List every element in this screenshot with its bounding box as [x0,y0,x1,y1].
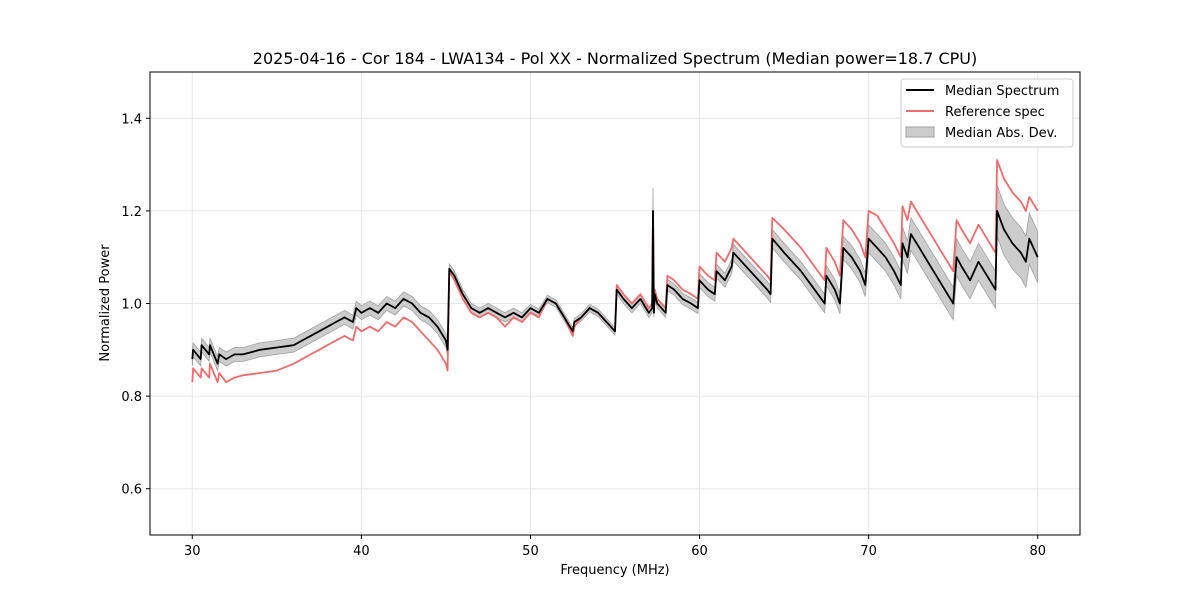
legend-mad-swatch [905,126,935,138]
x-axis-label: Frequency (MHz) [560,563,669,578]
legend-median-label: Median Spectrum [945,84,1059,99]
y-tick-label: 0.6 [121,483,142,498]
x-tick-label: 70 [860,544,877,559]
median-spectrum-line [191,209,1039,365]
legend-mad-label: Median Abs. Dev. [945,126,1057,141]
x-tick-label: 50 [522,544,539,559]
legend-box [900,78,1074,148]
plot-area [191,159,1039,384]
y-axis-label: Normalized Power [98,244,113,362]
y-tick-label: 1.0 [121,298,142,313]
y-tick-label: 1.2 [121,205,142,220]
x-tick-label: 80 [1029,544,1046,559]
reference-spectrum-line [191,159,1039,384]
y-tick-label: 1.4 [121,112,142,127]
x-tick-label: 60 [691,544,708,559]
chart-title: 2025-04-16 - Cor 184 - LWA134 - Pol XX -… [253,49,977,68]
legend-reference-label: Reference spec [945,105,1045,120]
axis-ticks: 30 40 50 60 70 80 0.6 0.8 1.0 1.2 1.4 [121,112,1046,559]
legend: Median Spectrum Reference spec Median Ab… [900,78,1074,148]
y-tick-label: 0.8 [121,390,142,405]
x-tick-label: 30 [184,544,201,559]
x-tick-label: 40 [353,544,370,559]
